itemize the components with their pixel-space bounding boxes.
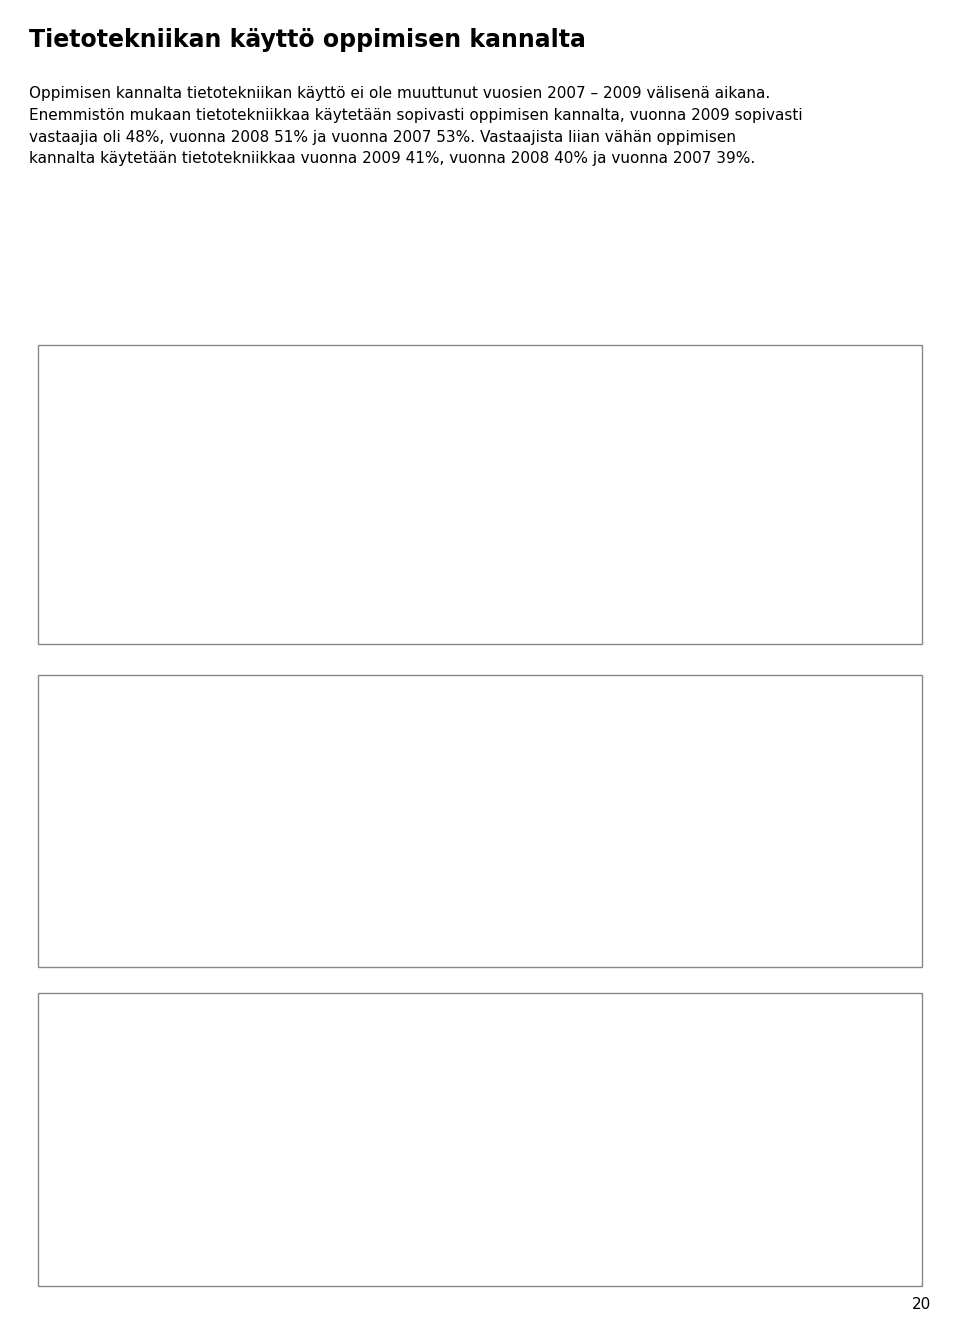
Bar: [232, 849, 766, 869]
Text: Liian vähän.: Liian vähän.: [156, 1130, 232, 1143]
Text: OPPIMISEN KANNALTA KOULUSSA KÄYTETÄÄN TIETOTEKNIIKKAA
MIELESTÄNI
2007: OPPIMISEN KANNALTA KOULUSSA KÄYTETÄÄN TI…: [240, 1019, 720, 1068]
Text: Sopivasti.: Sopivasti.: [172, 853, 232, 865]
Bar: [232, 1126, 640, 1146]
Text: OPPIMISEN KANNALTA KOULUSSA KÄYTETÄÄN TIETOTEKNIIKKAA
MIELESTÄNI
2009: OPPIMISEN KANNALTA KOULUSSA KÄYTETÄÄN TI…: [240, 372, 720, 421]
Bar: [232, 807, 651, 829]
Text: En osaa: En osaa: [183, 611, 232, 624]
Text: Sopivasti.: Sopivasti.: [172, 1171, 232, 1183]
Bar: [232, 930, 317, 951]
Text: Oppimisen kannalta tietotekniikan käyttö ei ole muuttunut vuosien 2007 – 2009 vä: Oppimisen kannalta tietotekniikan käyttö…: [29, 86, 803, 166]
Text: 51 %: 51 %: [775, 853, 806, 865]
Text: 48 %: 48 %: [743, 527, 775, 540]
Bar: [232, 564, 253, 586]
Text: 6 %: 6 %: [304, 1252, 327, 1266]
Text: 39 %: 39 %: [649, 1130, 681, 1143]
Text: 1 %: 1 %: [252, 1212, 276, 1224]
Text: 53 %: 53 %: [796, 1171, 828, 1183]
Bar: [232, 607, 326, 628]
Bar: [232, 481, 661, 502]
Text: Liian vähän.: Liian vähän.: [156, 811, 232, 825]
Text: 2 %: 2 %: [262, 568, 286, 582]
Text: OPPIMISEN KANNALTA KOULUSSA KÄYTETÄÄN TIETOTEKNIIKKAA
MIELESTÄNI
2008: OPPIMISEN KANNALTA KOULUSSA KÄYTETÄÄN TI…: [240, 700, 720, 749]
Text: 9 %: 9 %: [335, 611, 359, 624]
Bar: [232, 890, 243, 910]
Text: Sopivasti.: Sopivasti.: [172, 527, 232, 540]
Bar: [232, 523, 735, 544]
Text: En osaa arvioida.: En osaa arvioida.: [125, 934, 232, 947]
Text: 41 %: 41 %: [670, 485, 702, 498]
Text: 1 %: 1 %: [252, 894, 276, 906]
Text: 8 %: 8 %: [324, 934, 348, 947]
Bar: [232, 1248, 296, 1270]
Bar: [232, 1167, 787, 1187]
Text: 40 %: 40 %: [660, 811, 691, 825]
Text: En osaa arvioida.: En osaa arvioida.: [125, 1252, 232, 1266]
Text: 20: 20: [912, 1297, 931, 1312]
Text: Liian paljon.: Liian paljon.: [156, 568, 232, 582]
Bar: [232, 1208, 243, 1228]
Text: Liian paljon.: Liian paljon.: [156, 894, 232, 906]
Text: Liian paljon.: Liian paljon.: [156, 1212, 232, 1224]
Text: Tietotekniikan käyttö oppimisen kannalta: Tietotekniikan käyttö oppimisen kannalta: [29, 28, 586, 52]
Text: Liian vähän.: Liian vähän.: [156, 485, 232, 498]
